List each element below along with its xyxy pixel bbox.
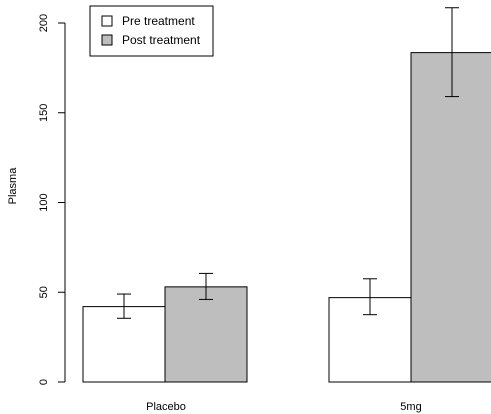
category-label: 5mg: [400, 401, 421, 413]
y-tick-label: 50: [38, 286, 50, 298]
category-labels: Placebo 5mg: [146, 401, 422, 413]
bars: [82, 52, 491, 383]
y-axis-label: Plasma: [7, 167, 19, 205]
y-tick-label: 100: [38, 193, 50, 211]
error-bar: [363, 278, 377, 316]
category-label: Placebo: [146, 401, 186, 413]
legend-label: Post treatment: [122, 33, 201, 47]
y-tick-label: 200: [38, 14, 50, 32]
y-axis: 0 50 100 150 200: [38, 14, 66, 385]
y-tick-label: 0: [38, 379, 50, 385]
error-bar: [199, 272, 213, 300]
legend-box: [89, 5, 214, 57]
legend: Pre treatment Post treatment: [89, 5, 214, 57]
legend-swatch: [101, 15, 113, 27]
bar-post-placebo: [164, 286, 248, 383]
bar-pre-placebo: [82, 306, 166, 383]
legend-label: Pre treatment: [122, 14, 195, 28]
error-bars: [117, 7, 459, 319]
y-tick-label: 150: [38, 104, 50, 122]
error-bar: [117, 293, 131, 319]
error-bar: [445, 7, 459, 98]
legend-swatch: [101, 34, 113, 46]
bar-post-5mg: [410, 52, 491, 383]
